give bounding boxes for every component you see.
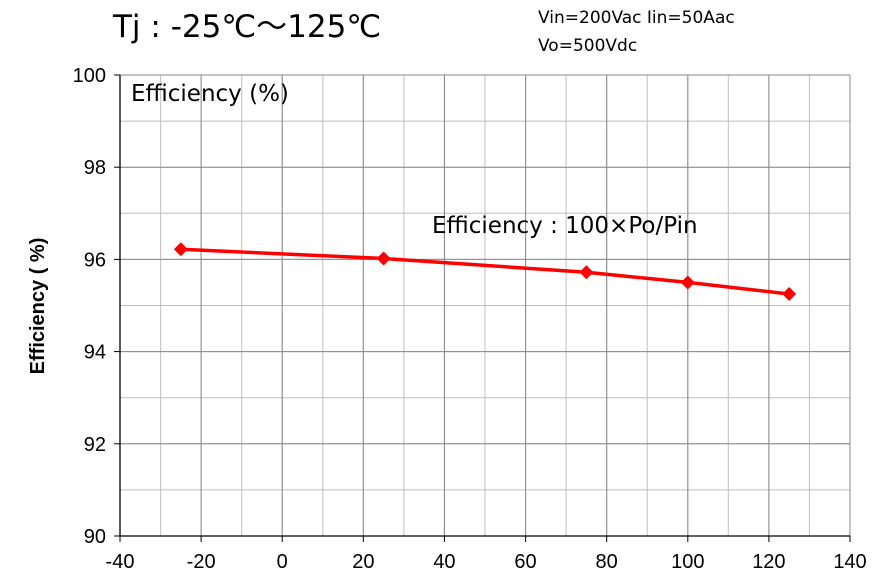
y-axis-label: Efficiency ( %): [27, 238, 49, 375]
x-tick-label: 20: [352, 551, 374, 573]
chart-title: Tj : -25℃～125℃: [112, 9, 381, 45]
axes: [114, 74, 851, 542]
y-tick-labels: 90 92 94 96 98 100: [73, 65, 106, 548]
x-tick-label: 140: [833, 551, 866, 573]
data-point-marker: [782, 286, 797, 301]
y-tick-label: 94: [84, 342, 106, 364]
x-tick-label: -40: [106, 551, 135, 573]
x-tick-label: 80: [596, 551, 618, 573]
y-tick-label: 100: [73, 65, 106, 87]
x-tick-label: 40: [433, 551, 455, 573]
data-point-marker: [173, 242, 188, 257]
condition-line-1: Vin=200Vac Iin=50Aac: [538, 8, 735, 28]
data-point-marker: [376, 251, 391, 266]
data-point-marker: [579, 265, 594, 280]
series-group: [173, 242, 797, 301]
x-tick-label: 120: [752, 551, 785, 573]
plot-label: Efficiency (%): [131, 81, 289, 107]
grid: [119, 74, 851, 537]
formula-annotation: Efficiency : 100×Po/Pin: [432, 213, 698, 239]
x-tick-label: 100: [671, 551, 704, 573]
y-tick-label: 90: [84, 526, 106, 548]
y-tick-label: 98: [84, 157, 106, 179]
x-tick-label: -20: [187, 551, 216, 573]
condition-line-2: Vo=500Vdc: [538, 36, 637, 56]
x-tick-labels: -40 -20 0 20 40 60 80 100 120 140: [106, 551, 867, 573]
y-tick-label: 96: [84, 249, 106, 271]
y-tick-label: 92: [84, 434, 106, 456]
x-tick-label: 60: [514, 551, 536, 573]
data-point-marker: [680, 275, 695, 290]
x-tick-label: 0: [277, 551, 288, 573]
